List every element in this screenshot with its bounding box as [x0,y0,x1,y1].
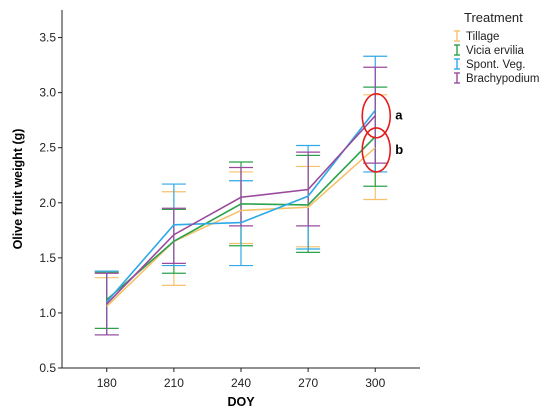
legend-label: Brachypodium [466,73,540,85]
series-line [106,115,376,305]
y-tick-label: 2.5 [39,141,56,155]
x-tick-label: 270 [298,376,318,390]
x-axis-ticks: 180 210 240 270 300 [97,368,386,390]
series-line [106,136,376,301]
legend-item: Tillage [454,30,499,43]
x-tick-label: 240 [231,376,251,390]
annotation-ellipse [361,92,392,139]
legend-label: Spont. Veg. [466,59,525,71]
series-line [106,109,376,303]
legend-swatch [454,72,460,84]
y-tick-label: 3.0 [39,86,56,100]
legend-swatch [454,58,460,70]
legend-label: Vicia ervilia [466,45,525,57]
legend-item: Brachypodium [454,72,540,85]
legend: Treatment Tillage Vicia ervilia Spont. Veg… [454,10,540,85]
legend-swatch [454,44,460,56]
error-bars [94,55,388,336]
y-axis-title: Olive fruit weight (g) [11,129,25,250]
y-axis-ticks: 0.5 1.0 1.5 2.0 2.5 3.0 3.5 [39,31,62,375]
annotation-ellipse [361,127,392,173]
error-bar [363,66,388,164]
y-tick-label: 1.5 [39,251,56,265]
legend-label: Tillage [466,31,499,43]
x-tick-label: 210 [164,376,184,390]
annotations: ab [361,92,403,173]
legend-swatch [454,30,460,42]
x-axis-title: DOY [227,395,255,409]
series-lines [106,109,376,307]
legend-title: Treatment [464,10,523,25]
y-tick-label: 0.5 [39,361,56,375]
legend-item: Vicia ervilia [454,44,525,57]
annotation-label: b [395,142,403,157]
y-tick-label: 2.0 [39,196,56,210]
y-tick-label: 3.5 [39,31,56,45]
annotation-label: a [395,108,403,123]
x-tick-label: 180 [97,376,117,390]
series-line [106,147,376,307]
y-tick-label: 1.0 [39,306,56,320]
legend-item: Spont. Veg. [454,58,525,71]
x-tick-label: 300 [365,376,385,390]
